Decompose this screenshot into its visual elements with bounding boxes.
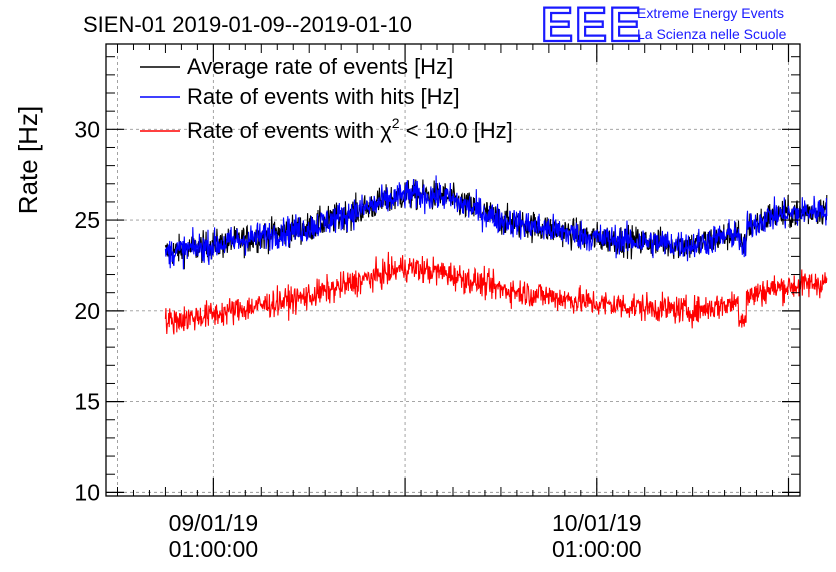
legend-text-suffix: < 10.0 [Hz] xyxy=(400,118,513,143)
x-tick-label-time: 01:00:00 xyxy=(169,536,259,562)
series-line-3 xyxy=(164,251,828,335)
legend-text-prefix: Rate of events with hits [Hz] xyxy=(187,84,460,109)
legend-label-2: Rate of events with hits [Hz] xyxy=(187,84,460,109)
y-tick-label: 10 xyxy=(74,479,100,505)
x-tick-label-time: 01:00:00 xyxy=(552,536,642,562)
y-tick-label: 30 xyxy=(74,116,100,142)
series-line-2 xyxy=(164,175,828,270)
chart-title: SIEN-01 2019-01-09--2019-01-10 xyxy=(83,12,412,37)
eee-logo-mark: EEE xyxy=(541,0,643,52)
axis-labels: 101520253009/01/1901:00:0010/01/1901:00:… xyxy=(74,116,641,562)
x-tick-label-date: 09/01/19 xyxy=(169,510,259,536)
x-tick-label-date: 10/01/19 xyxy=(552,510,642,536)
legend-label-3: Rate of events with χ2 < 10.0 [Hz] xyxy=(187,115,513,143)
legend-text-prefix: Average rate of events [Hz] xyxy=(187,54,453,79)
y-axis-label: Rate [Hz] xyxy=(13,106,43,214)
y-tick-label: 15 xyxy=(74,389,100,415)
logo-line-2: La Scienza nelle Scuole xyxy=(637,26,787,42)
grid xyxy=(106,44,800,496)
y-tick-label: 25 xyxy=(74,207,100,233)
legend-label-1: Average rate of events [Hz] xyxy=(187,54,453,79)
axis-ticks xyxy=(106,44,800,496)
legend: Average rate of events [Hz] Rate of event… xyxy=(140,54,513,143)
y-tick-label: 20 xyxy=(74,298,100,324)
legend-superscript: 2 xyxy=(392,115,400,131)
legend-text-prefix: Rate of events with xyxy=(187,118,380,143)
legend-chi-symbol: χ xyxy=(380,118,392,143)
eee-logo: EEE Extreme Energy Events La Scienza nel… xyxy=(540,0,787,53)
logo-line-1: Extreme Energy Events xyxy=(637,5,784,21)
plot-frame xyxy=(105,43,801,497)
series-layer xyxy=(164,175,828,335)
